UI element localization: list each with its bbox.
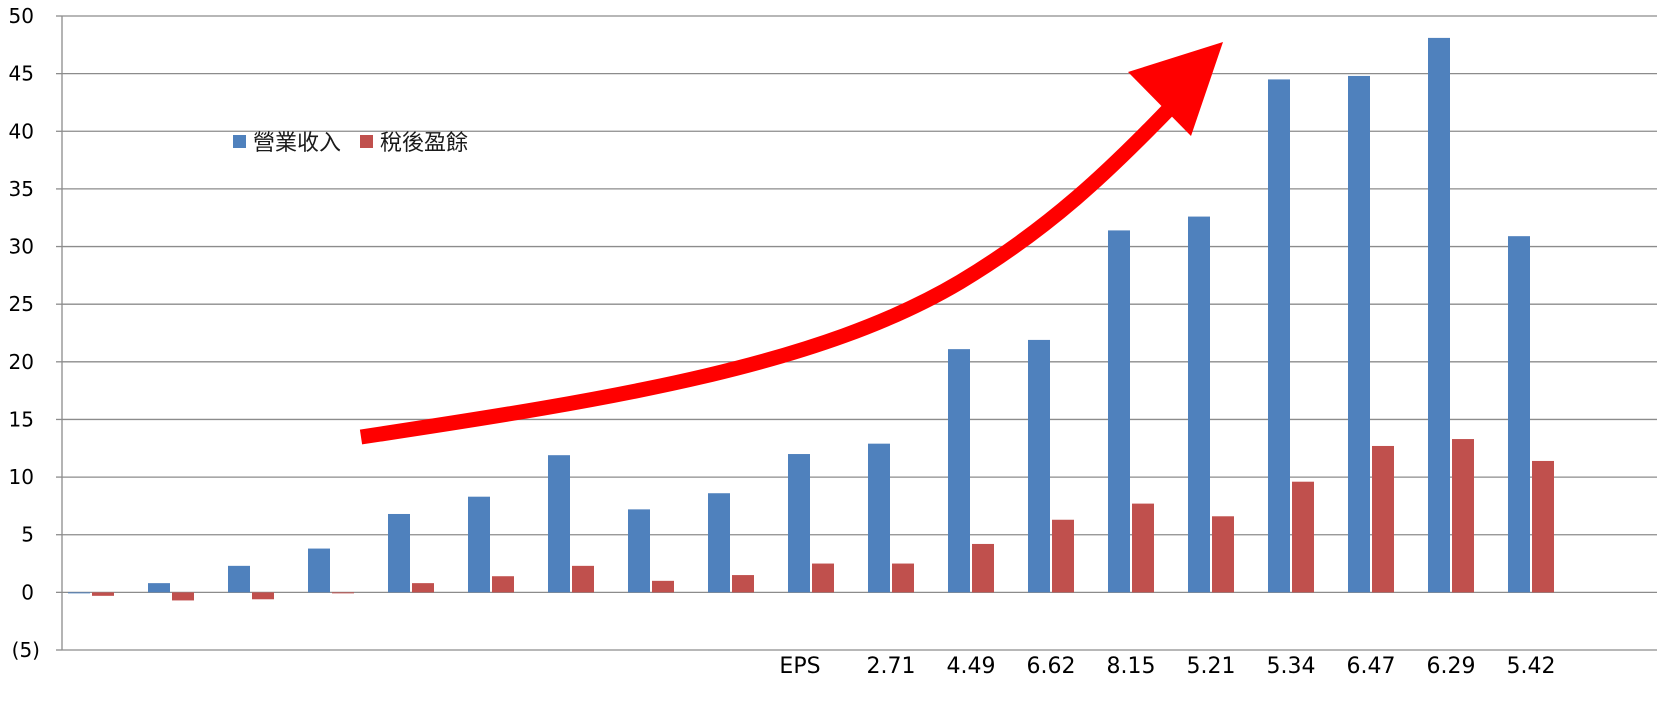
- y-tick-label: 45: [9, 62, 34, 86]
- net-income-bar: [972, 543, 994, 593]
- y-tick-label: 0: [21, 580, 34, 604]
- eps-label: 5.21: [1187, 654, 1236, 679]
- eps-labels: EPS 2.71 4.49 6.62 8.15 5.21 5.34 6.47 6.29 5.42: [779, 654, 1555, 679]
- trend-arrow-shaft: [359, 104, 1174, 445]
- net-income-bar: [1372, 445, 1394, 593]
- revenue-bar: [628, 509, 650, 593]
- eps-label: 6.47: [1347, 654, 1396, 679]
- revenue-bar: [468, 496, 490, 593]
- y-tick-label: 40: [9, 119, 34, 143]
- revenue-bar: [1188, 216, 1210, 593]
- bars: [68, 37, 1554, 601]
- net-income-bar: [572, 565, 594, 593]
- net-income-bar: [1452, 439, 1474, 593]
- y-tick-label: 5: [21, 523, 34, 547]
- y-tick-label: 50: [9, 4, 34, 28]
- net-income-bar: [332, 592, 354, 594]
- revenue-bar: [1508, 236, 1530, 593]
- legend-swatch: [360, 135, 373, 148]
- net-income-bar: [92, 592, 114, 596]
- eps-label: 6.62: [1027, 654, 1076, 679]
- eps-label: 8.15: [1107, 654, 1156, 679]
- legend-swatch: [233, 135, 246, 148]
- y-tick-label: (5): [12, 638, 40, 662]
- eps-label: 6.29: [1427, 654, 1476, 679]
- y-tick-label: 20: [9, 350, 34, 374]
- y-tick-label: 15: [9, 407, 34, 431]
- legend: 營業收入 稅後盈餘: [233, 131, 468, 156]
- revenue-bar: [708, 493, 730, 593]
- legend-label: 稅後盈餘: [380, 131, 468, 156]
- net-income-bar: [1052, 519, 1074, 593]
- revenue-bar: [1028, 339, 1050, 593]
- y-tick-label: 10: [9, 465, 34, 489]
- net-income-bar: [412, 583, 434, 593]
- revenue-bar: [68, 592, 90, 594]
- net-income-bar: [812, 563, 834, 593]
- eps-label: EPS: [779, 654, 820, 679]
- eps-label: 5.34: [1267, 654, 1316, 679]
- revenue-bar: [948, 349, 970, 593]
- eps-label: 5.42: [1507, 654, 1556, 679]
- net-income-bar: [892, 563, 914, 593]
- revenue-bar: [1428, 37, 1450, 593]
- revenue-bar: [308, 548, 330, 593]
- net-income-bar: [172, 592, 194, 601]
- revenue-bar: [1348, 75, 1370, 593]
- eps-label: 2.71: [867, 654, 916, 679]
- net-income-bar: [732, 575, 754, 593]
- revenue-bar: [388, 513, 410, 593]
- revenue-bar: [788, 454, 810, 593]
- revenue-bar: [548, 455, 570, 593]
- net-income-bar: [1292, 481, 1314, 593]
- net-income-bar: [252, 592, 274, 600]
- y-tick-label: 30: [9, 235, 34, 259]
- trend-arrow: [359, 42, 1223, 445]
- legend-label: 營業收入: [253, 131, 341, 156]
- revenue-bar: [1108, 230, 1130, 593]
- net-income-bar: [492, 576, 514, 593]
- net-income-bar: [1212, 516, 1234, 593]
- revenue-bar: [1268, 79, 1290, 593]
- trend-arrow-head: [1128, 42, 1223, 136]
- revenue-bar: [228, 565, 250, 593]
- net-income-bar: [652, 580, 674, 593]
- revenue-bar: [868, 443, 890, 593]
- y-tick-label: 35: [9, 177, 34, 201]
- net-income-bar: [1532, 460, 1554, 593]
- revenue-bar: [148, 583, 170, 593]
- y-tick-label: 25: [9, 292, 34, 316]
- eps-label: 4.49: [947, 654, 996, 679]
- net-income-bar: [1132, 503, 1154, 593]
